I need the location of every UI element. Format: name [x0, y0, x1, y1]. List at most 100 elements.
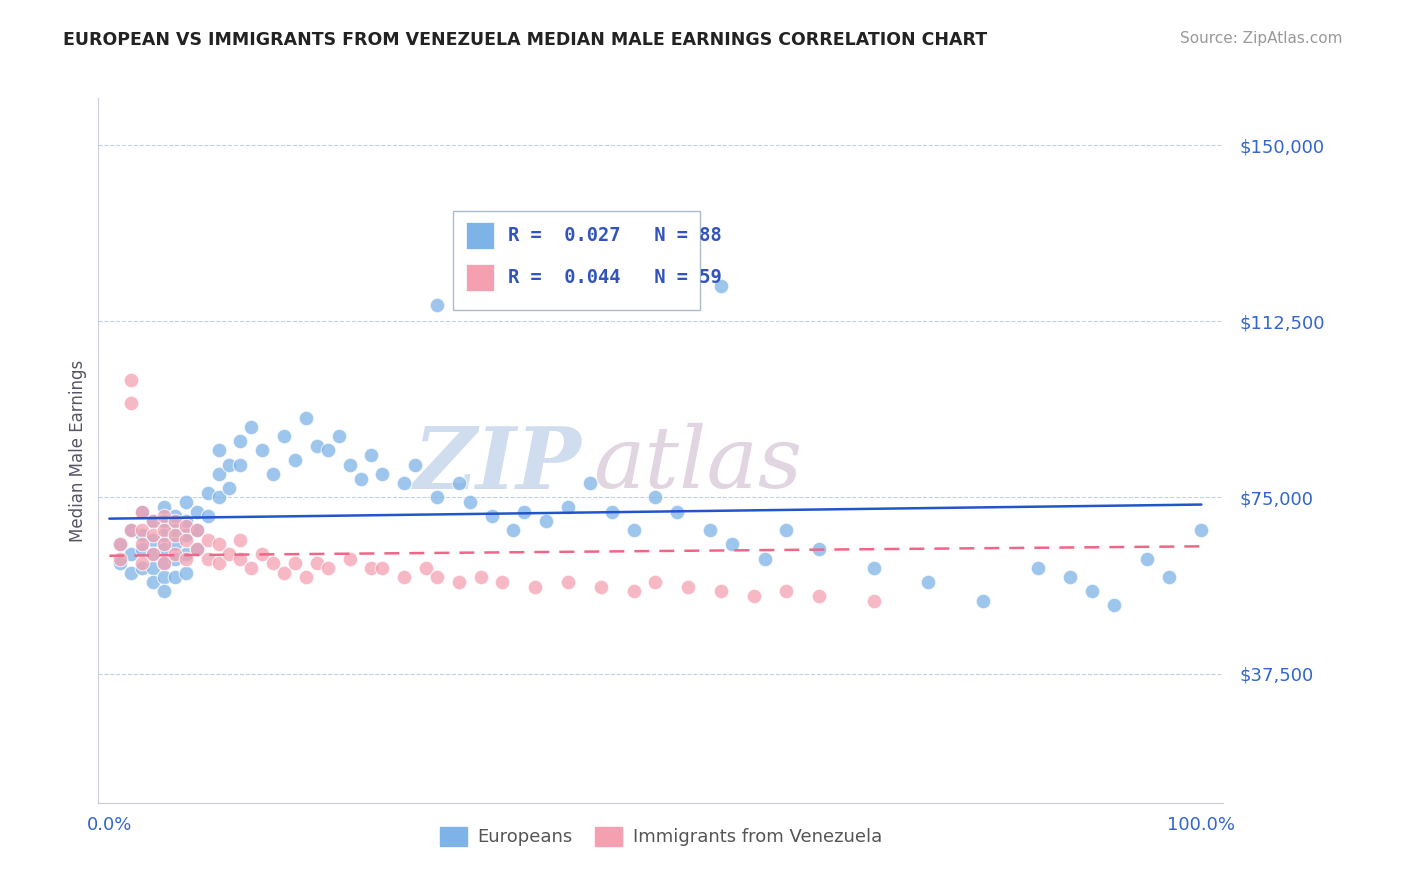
Point: [163, 551, 186, 566]
Point: [120, 524, 142, 538]
Point: [360, 448, 382, 462]
Point: [174, 495, 197, 509]
Point: [174, 551, 197, 566]
Point: [110, 551, 132, 566]
Point: [360, 561, 382, 575]
Point: [447, 574, 470, 589]
Point: [491, 574, 513, 589]
Point: [207, 467, 229, 481]
Point: [862, 561, 884, 575]
Point: [262, 467, 284, 481]
Point: [174, 518, 197, 533]
Point: [207, 537, 229, 551]
Point: [163, 528, 186, 542]
Point: [229, 533, 252, 547]
Point: [153, 542, 176, 557]
Point: [557, 500, 579, 514]
Point: [142, 533, 165, 547]
Point: [623, 584, 645, 599]
Point: [644, 491, 666, 505]
Point: [481, 509, 503, 524]
Point: [262, 556, 284, 570]
Point: [186, 504, 208, 518]
Point: [131, 542, 153, 557]
Point: [218, 481, 240, 495]
Point: [207, 443, 229, 458]
Point: [524, 580, 547, 594]
Text: atlas: atlas: [593, 423, 803, 506]
Point: [153, 570, 176, 584]
Point: [229, 551, 252, 566]
Legend: Europeans, Immigrants from Venezuela: Europeans, Immigrants from Venezuela: [433, 820, 889, 854]
Point: [1026, 561, 1049, 575]
Text: R =  0.044   N = 59: R = 0.044 N = 59: [508, 268, 721, 287]
Point: [186, 524, 208, 538]
Point: [534, 514, 557, 528]
Point: [252, 443, 274, 458]
Point: [339, 551, 361, 566]
Point: [808, 589, 831, 603]
Point: [163, 547, 186, 561]
Point: [502, 524, 524, 538]
Point: [153, 509, 176, 524]
Point: [197, 551, 219, 566]
Point: [742, 589, 765, 603]
Point: [349, 472, 371, 486]
Point: [174, 533, 197, 547]
Point: [120, 524, 142, 538]
Point: [252, 547, 274, 561]
Point: [218, 458, 240, 472]
Point: [862, 594, 884, 608]
Point: [426, 298, 449, 312]
Point: [316, 561, 339, 575]
Point: [142, 561, 165, 575]
Point: [174, 547, 197, 561]
Point: [120, 396, 142, 410]
Point: [295, 570, 318, 584]
Point: [917, 574, 939, 589]
Point: [174, 514, 197, 528]
Point: [218, 547, 240, 561]
Point: [142, 514, 165, 528]
Point: [153, 556, 176, 570]
Point: [305, 556, 328, 570]
FancyBboxPatch shape: [467, 264, 495, 291]
Point: [163, 570, 186, 584]
Point: [710, 584, 733, 599]
Point: [207, 491, 229, 505]
Point: [153, 514, 176, 528]
Point: [131, 524, 153, 538]
Point: [316, 443, 339, 458]
Point: [720, 537, 742, 551]
Point: [371, 467, 394, 481]
Point: [1059, 570, 1081, 584]
Point: [142, 528, 165, 542]
Point: [131, 537, 153, 551]
Point: [644, 574, 666, 589]
Point: [153, 556, 176, 570]
Point: [676, 580, 699, 594]
Point: [470, 570, 492, 584]
Point: [328, 429, 350, 443]
Point: [775, 524, 797, 538]
Point: [120, 547, 142, 561]
Point: [110, 537, 132, 551]
Point: [392, 570, 415, 584]
Point: [1136, 551, 1159, 566]
Point: [163, 514, 186, 528]
Point: [600, 504, 623, 518]
Point: [174, 566, 197, 580]
Point: [229, 458, 252, 472]
Point: [273, 566, 295, 580]
Point: [131, 528, 153, 542]
Point: [153, 584, 176, 599]
Point: [754, 551, 776, 566]
Point: [808, 542, 831, 557]
Point: [579, 476, 602, 491]
Point: [295, 410, 318, 425]
Y-axis label: Median Male Earnings: Median Male Earnings: [69, 359, 87, 541]
Point: [142, 547, 165, 561]
Point: [197, 485, 219, 500]
Point: [186, 542, 208, 557]
Point: [699, 524, 721, 538]
